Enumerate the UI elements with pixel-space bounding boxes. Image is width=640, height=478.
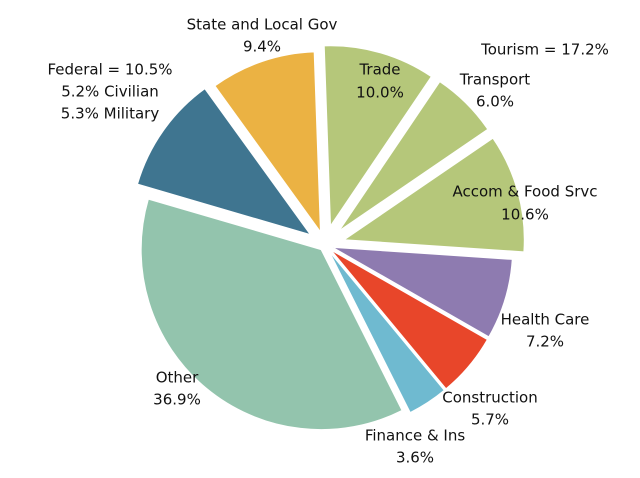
slice-label: Health Care <box>501 311 590 329</box>
pie-slice <box>136 88 312 236</box>
pie-slice <box>338 80 489 232</box>
value-label: 10.0% <box>356 84 404 102</box>
annotation: Tourism = 17.2% <box>480 41 609 59</box>
pie-slice <box>140 198 403 431</box>
pie-slice <box>330 249 488 390</box>
pie-slice <box>328 251 445 414</box>
slice-label: State and Local Gov <box>187 16 338 34</box>
value-label: 36.9% <box>153 391 201 409</box>
value-label: 6.0% <box>476 93 514 111</box>
slice-label: Trade <box>358 61 400 79</box>
pie-slice <box>342 137 525 253</box>
annotation: 5.3% Military <box>61 105 160 123</box>
slice-label: Finance & Ins <box>365 427 466 445</box>
value-label: 7.2% <box>526 333 564 351</box>
pie-slice <box>332 246 513 338</box>
slice-label: Other <box>156 369 199 387</box>
slice-label: Accom & Food Srvc <box>452 183 597 201</box>
annotation: 5.2% Civilian <box>61 83 159 101</box>
slice-label: Transport <box>459 71 531 89</box>
pie-slice <box>323 45 432 228</box>
value-label: 5.7% <box>471 411 509 429</box>
slice-label: Construction <box>442 389 538 407</box>
value-label: 9.4% <box>243 38 281 56</box>
value-label: 3.6% <box>396 449 434 467</box>
slice-label: Federal = 10.5% <box>47 61 172 79</box>
value-label: 10.6% <box>501 206 549 224</box>
pie-slice <box>214 51 322 234</box>
